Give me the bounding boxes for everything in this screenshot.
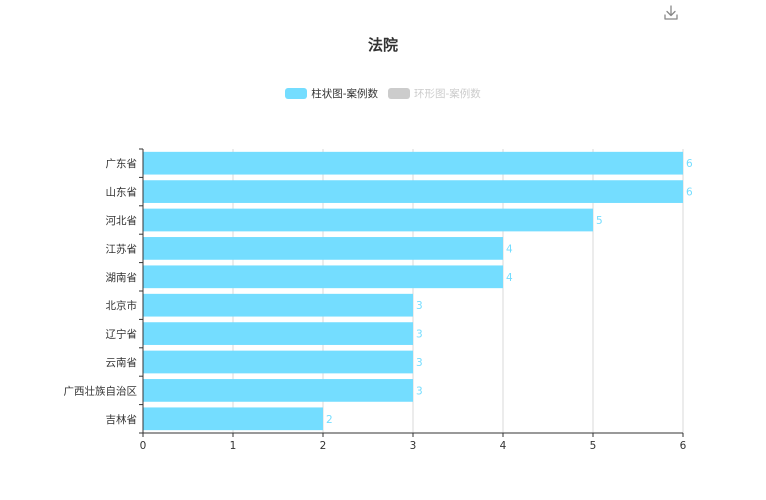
x-tick-label-1: 1 <box>230 440 237 452</box>
bar-value-label-2: 5 <box>596 215 603 227</box>
bar-1 <box>143 180 683 203</box>
y-tick-label-9: 吉林省 <box>106 413 138 426</box>
legend-item-donut[interactable]: 环形图-案例数 <box>388 86 481 101</box>
bar-value-label-5: 3 <box>416 300 423 312</box>
bar-value-label-9: 2 <box>326 414 333 426</box>
bar-9 <box>143 407 323 431</box>
y-tick-label-5: 北京市 <box>106 299 138 312</box>
bar-0 <box>143 151 683 175</box>
bar-value-label-8: 3 <box>416 385 423 397</box>
bar-value-label-4: 4 <box>506 272 513 284</box>
bar-6 <box>143 322 413 345</box>
bar-2 <box>143 208 593 232</box>
legend-swatch-donut <box>388 88 410 99</box>
bar-4 <box>143 265 503 289</box>
legend-label-bar: 柱状图-案例数 <box>311 88 378 100</box>
y-tick-label-1: 山东省 <box>106 186 138 199</box>
y-tick-label-0: 广东省 <box>106 157 138 170</box>
bar-value-label-7: 3 <box>416 357 423 369</box>
chart-title: 法院 <box>367 36 398 54</box>
bar-value-label-0: 6 <box>686 158 693 170</box>
legend-label-donut: 环形图-案例数 <box>414 88 481 100</box>
y-tick-label-4: 湖南省 <box>106 271 138 284</box>
y-tick-label-3: 江苏省 <box>106 242 138 255</box>
bar-value-label-6: 3 <box>416 329 423 341</box>
x-tick-label-0: 0 <box>140 440 147 452</box>
x-tick-label-5: 5 <box>590 440 597 452</box>
bar-5 <box>143 293 413 317</box>
x-tick-label-4: 4 <box>500 440 507 452</box>
x-tick-label-2: 2 <box>320 440 327 452</box>
legend-item-bar[interactable]: 柱状图-案例数 <box>285 86 378 101</box>
bar-8 <box>143 379 413 402</box>
legend-swatch-bar <box>285 88 308 99</box>
y-tick-label-2: 河北省 <box>106 214 138 227</box>
y-tick-label-6: 辽宁省 <box>106 328 138 341</box>
y-tick-label-8: 广西壮族自治区 <box>64 384 138 397</box>
bar-3 <box>143 237 503 260</box>
download-icon[interactable] <box>662 4 680 22</box>
legend: 柱状图-案例数 环形图-案例数 <box>0 86 766 101</box>
bar-value-label-3: 4 <box>506 243 513 255</box>
bar-value-label-1: 6 <box>686 187 693 199</box>
y-tick-label-7: 云南省 <box>106 356 138 369</box>
bar-7 <box>143 350 413 374</box>
x-tick-label-6: 6 <box>680 440 687 452</box>
x-tick-label-3: 3 <box>410 440 417 452</box>
